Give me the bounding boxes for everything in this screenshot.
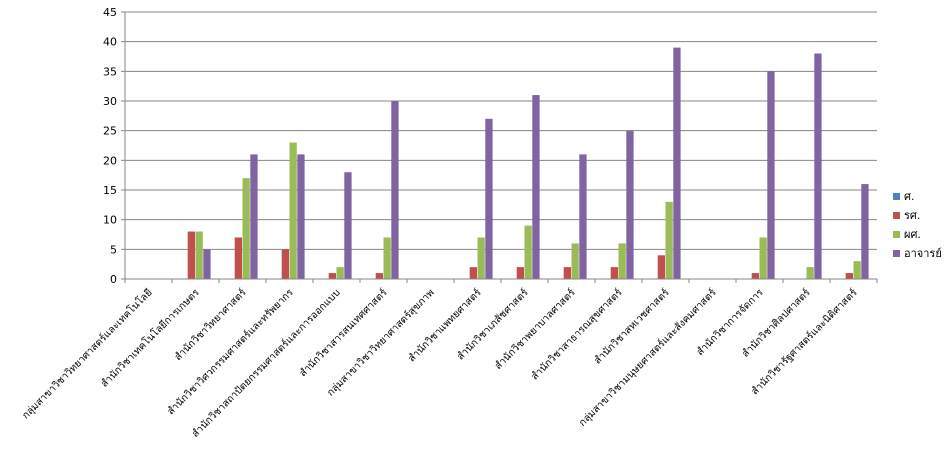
legend-swatch xyxy=(893,193,900,200)
bar xyxy=(861,184,869,279)
y-tick-label: 25 xyxy=(103,125,117,138)
bar xyxy=(289,142,297,279)
bar xyxy=(250,154,258,279)
bar xyxy=(665,201,673,279)
bar xyxy=(242,178,250,279)
bar xyxy=(759,237,767,279)
bar xyxy=(524,225,532,279)
x-category-label: สำนักวิชาพยาบาลศาสตร์ xyxy=(492,286,578,372)
y-tick-label: 40 xyxy=(103,36,117,49)
legend-swatch xyxy=(893,231,900,238)
bar xyxy=(234,237,242,279)
bar xyxy=(375,273,383,279)
bar xyxy=(297,154,305,279)
bar xyxy=(336,267,344,279)
legend-label: ผศ. xyxy=(904,228,921,241)
bar xyxy=(579,154,587,279)
y-tick-label: 20 xyxy=(103,154,117,167)
bar xyxy=(516,267,524,279)
legend-label: รศ. xyxy=(904,209,920,222)
bar xyxy=(657,255,665,279)
x-axis: กลุ่มสาขาวิชาวิทยาศาสตร์และเทคโนโลยีสำนั… xyxy=(19,278,878,440)
bar xyxy=(626,130,634,279)
bar xyxy=(391,101,399,279)
bar xyxy=(845,273,853,279)
y-tick-label: 0 xyxy=(110,273,117,286)
y-axis: 0 5 10 15 20 25 30 35 40 45 xyxy=(103,6,126,286)
bar xyxy=(751,273,759,279)
bar xyxy=(610,267,618,279)
x-category-label: สำนักวิชาสหเวชศาสตร์ xyxy=(592,286,672,366)
x-category-label: สำนักวิชาสาธารณสุขศาสตร์ xyxy=(529,286,625,382)
bar xyxy=(281,249,289,279)
bar xyxy=(571,243,579,279)
x-category-label: สำนักวิชาสารสนเทศศาสตร์ xyxy=(297,286,390,379)
bar xyxy=(563,267,571,279)
bar xyxy=(195,231,203,279)
legend-label: อาจารย์ xyxy=(904,247,942,260)
bar xyxy=(203,249,211,279)
bar xyxy=(477,237,485,279)
y-tick-label: 30 xyxy=(103,95,117,108)
bar xyxy=(187,231,195,279)
y-tick-label: 5 xyxy=(110,243,117,256)
y-tick-label: 10 xyxy=(103,214,117,227)
bar xyxy=(344,172,352,279)
y-tick-label: 15 xyxy=(103,184,117,197)
legend-swatch xyxy=(893,250,900,257)
bar xyxy=(485,118,493,279)
bar xyxy=(767,71,775,279)
bar xyxy=(853,261,861,279)
legend-label: ศ. xyxy=(904,190,914,203)
legend-swatch xyxy=(893,212,900,219)
bar xyxy=(383,237,391,279)
x-category-label: สำนักวิชาเทคโนโลยีการเกษตร xyxy=(98,285,202,389)
y-tick-label: 35 xyxy=(103,65,117,78)
bar xyxy=(618,243,626,279)
bar xyxy=(469,267,477,279)
bar xyxy=(532,95,540,279)
y-tick-label: 45 xyxy=(103,6,117,19)
bar xyxy=(328,273,336,279)
bar xyxy=(806,267,814,279)
bars xyxy=(187,47,869,280)
legend: ศ. รศ. ผศ. อาจารย์ xyxy=(893,190,942,260)
bar xyxy=(814,53,822,280)
bar xyxy=(673,47,681,279)
